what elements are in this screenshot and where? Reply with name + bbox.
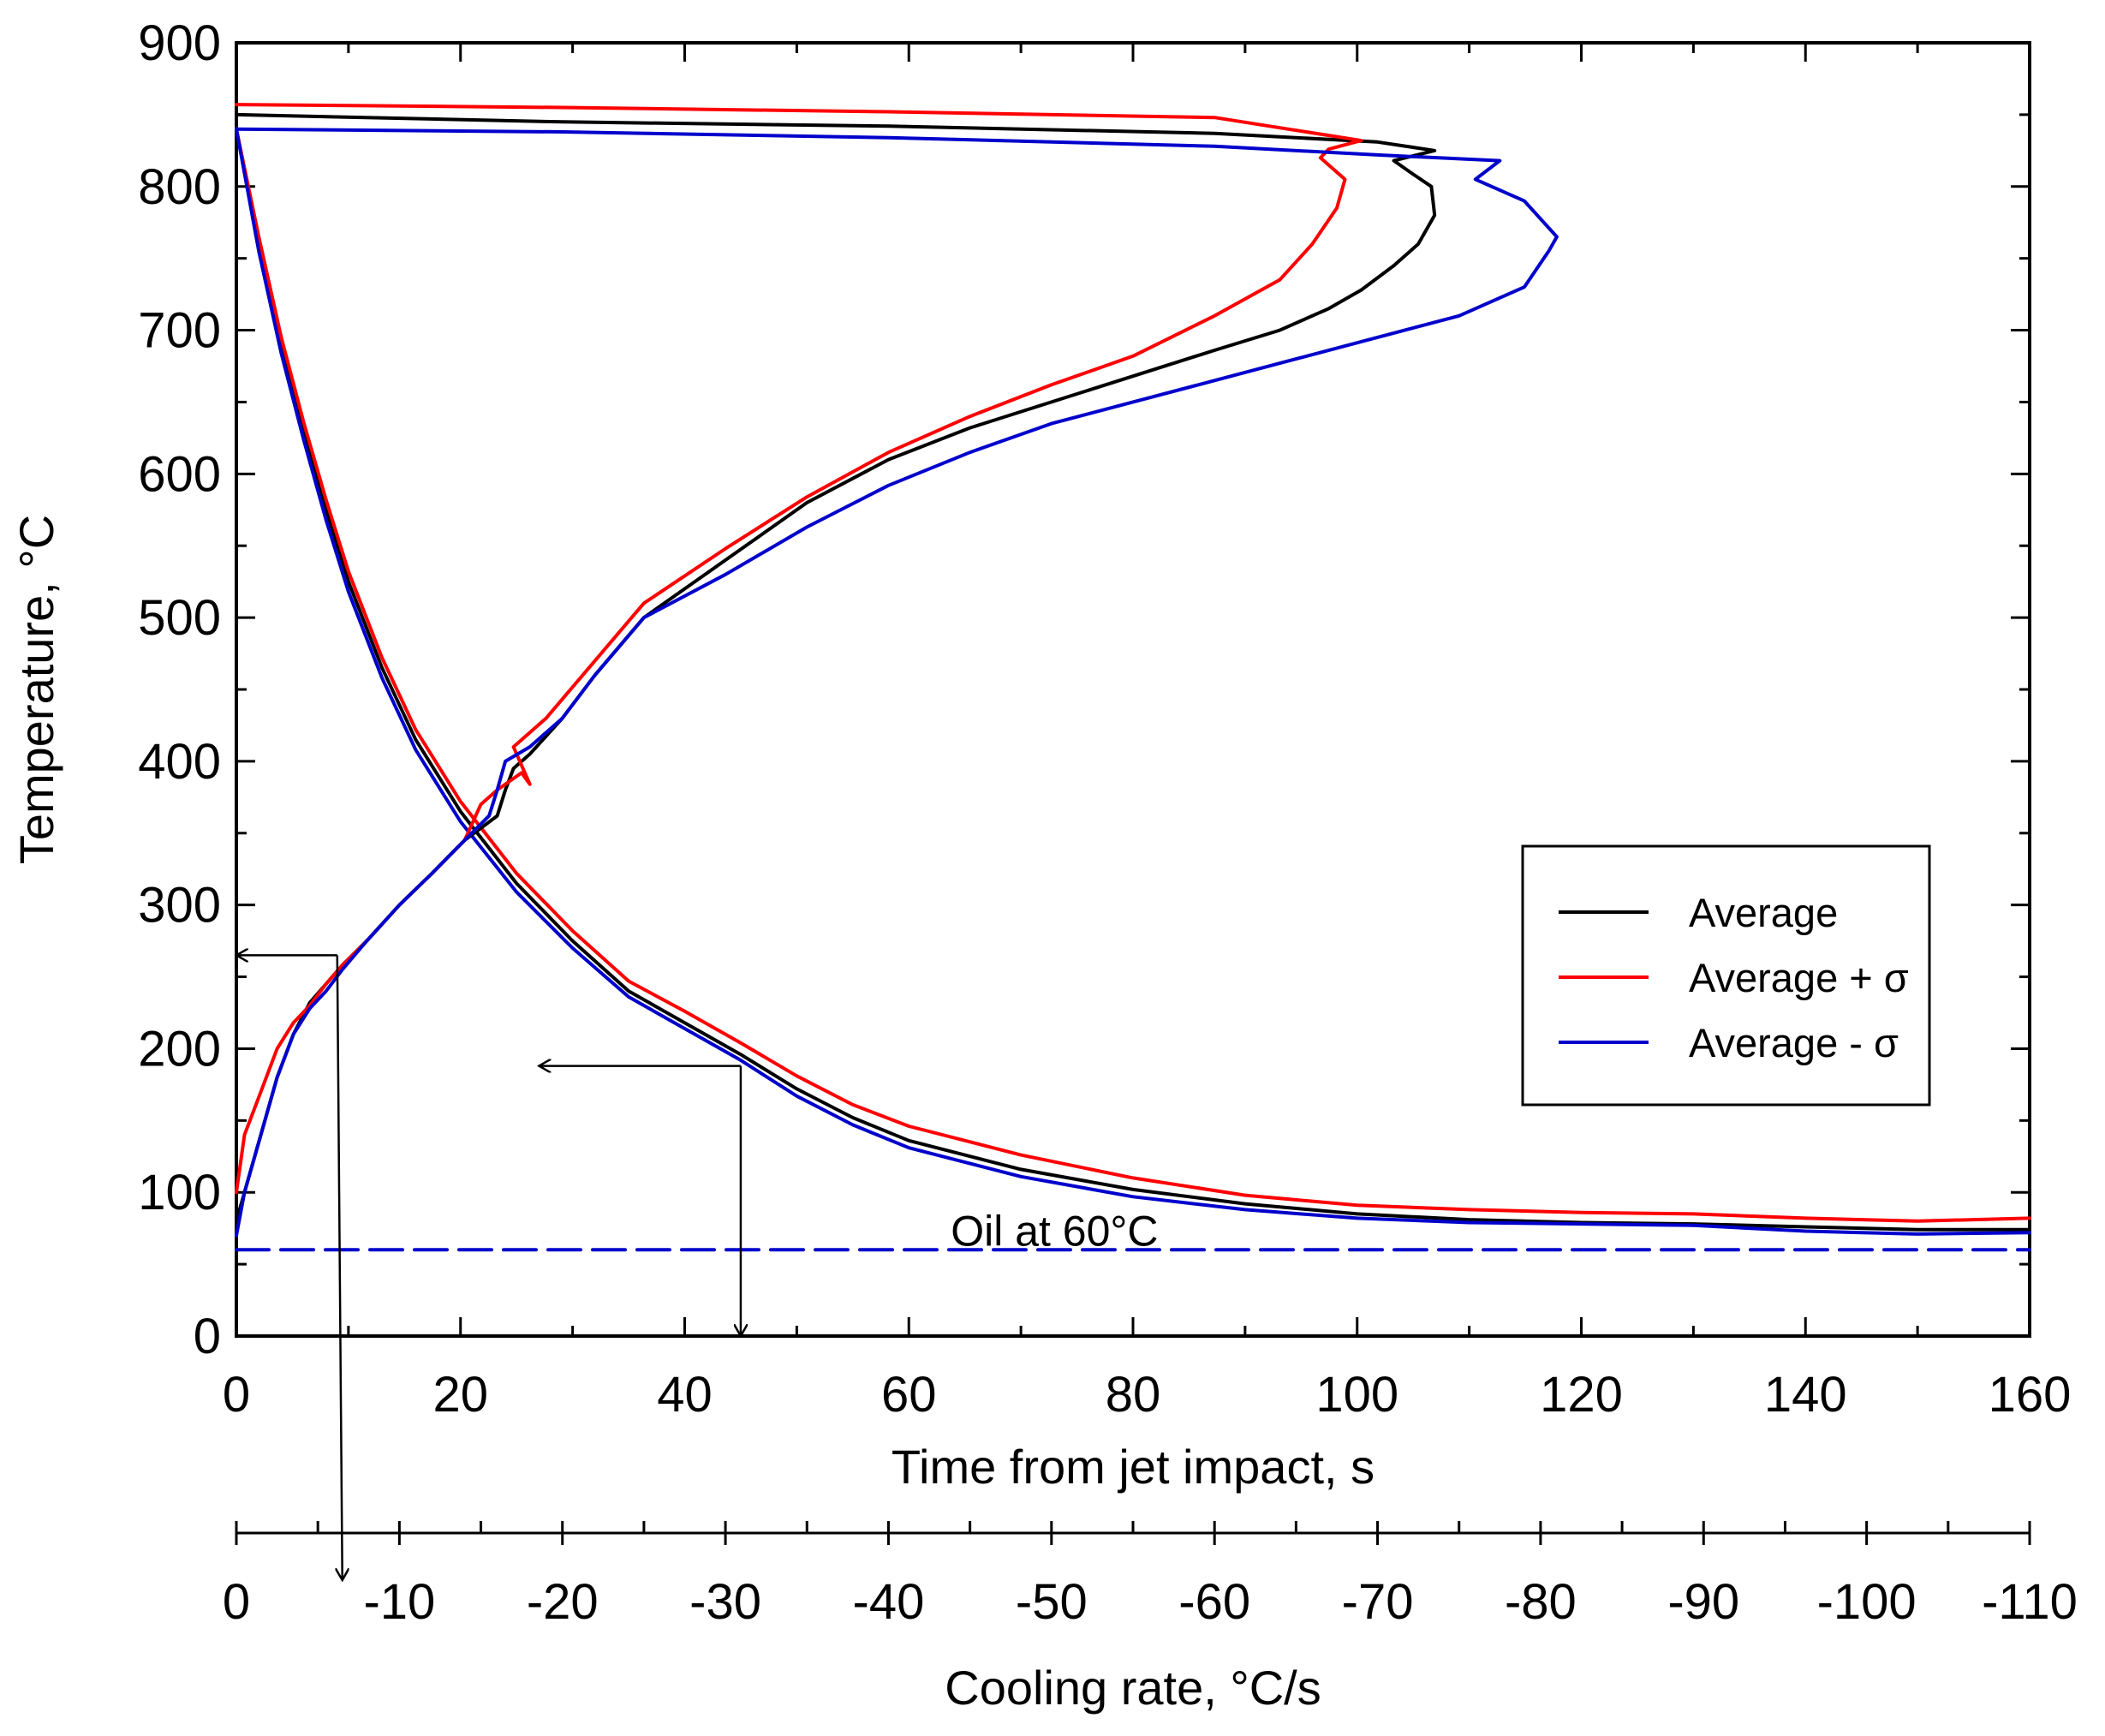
series-line-temperature-cooling-rate-4 <box>235 103 1363 1195</box>
x-tick-label: 80 <box>1106 1367 1161 1423</box>
y-tick-label: 300 <box>138 878 221 934</box>
y-tick-label: 200 <box>138 1021 221 1077</box>
series-line-temperature-time-0 <box>235 127 2031 1232</box>
legend-label-average-plus-sigma: Average + σ <box>1689 955 1909 1000</box>
series-line-temperature-cooling-rate-5 <box>235 127 1559 1238</box>
x-tick-label: 160 <box>1989 1367 2072 1423</box>
y-tick-label: 400 <box>138 734 221 790</box>
y-tick-label: 700 <box>138 303 221 359</box>
x2-tick-label: -30 <box>689 1574 761 1630</box>
series-line-temperature-time-2 <box>235 127 2031 1236</box>
series-line-temperature-time-1 <box>235 127 2031 1223</box>
y-axis-ticks: 0 100 200 300 400 500 600 700 800 900 <box>138 15 2030 1364</box>
x-tick-label: 20 <box>432 1367 488 1423</box>
x2-tick-label: -60 <box>1178 1574 1250 1630</box>
x2-tick-label: -90 <box>1667 1574 1739 1630</box>
x2-tick-label: -80 <box>1505 1574 1577 1630</box>
x2-tick-label: -100 <box>1817 1574 1917 1630</box>
legend-label-average-minus-sigma: Average - σ <box>1689 1020 1899 1065</box>
read-arrow <box>337 955 343 1580</box>
series-line-temperature-cooling-rate-3 <box>235 112 1437 1223</box>
y-axis-title: Temperature, °C <box>9 515 63 864</box>
x-axis-title: Time from jet impact, s <box>891 1440 1375 1494</box>
y-tick-label: 0 <box>194 1309 221 1364</box>
legend-label-average: Average <box>1689 890 1838 935</box>
x2-axis-title: Cooling rate, °C/s <box>945 1661 1321 1715</box>
read-arrows <box>236 955 741 1580</box>
x-tick-label: 100 <box>1315 1367 1398 1423</box>
x-axis-ticks: 0 20 40 60 80 100 120 140 160 <box>223 43 2072 1423</box>
y-tick-label: 100 <box>138 1165 221 1220</box>
x2-tick-label: -20 <box>527 1574 599 1630</box>
cooling-rate-axis: 0 -10 -20 -30 -40 -50 -60 -70 -80 -90 -100 -110 <box>223 1521 2078 1630</box>
x-tick-label: 140 <box>1764 1367 1847 1423</box>
x2-tick-label: -40 <box>853 1574 925 1630</box>
oil-annotation: Oil at 60°C <box>951 1207 1158 1255</box>
x2-tick-label: -10 <box>363 1574 435 1630</box>
x-tick-label: 60 <box>881 1367 937 1423</box>
x-tick-label: 0 <box>223 1367 250 1423</box>
y-tick-label: 600 <box>138 446 221 502</box>
x2-tick-label: -70 <box>1342 1574 1414 1630</box>
x2-tick-label: 0 <box>223 1574 250 1630</box>
y-tick-label: 800 <box>138 159 221 215</box>
x2-tick-label: -110 <box>1982 1574 2078 1630</box>
x-tick-label: 40 <box>657 1367 713 1423</box>
y-tick-label: 900 <box>138 15 221 71</box>
y-tick-label: 500 <box>138 590 221 646</box>
x-tick-label: 120 <box>1540 1367 1623 1423</box>
series-layer <box>235 103 2031 1252</box>
legend: Average Average + σ Average - σ <box>1521 844 1931 1107</box>
x2-tick-label: -50 <box>1016 1574 1088 1630</box>
plot-frame <box>235 41 2031 1338</box>
